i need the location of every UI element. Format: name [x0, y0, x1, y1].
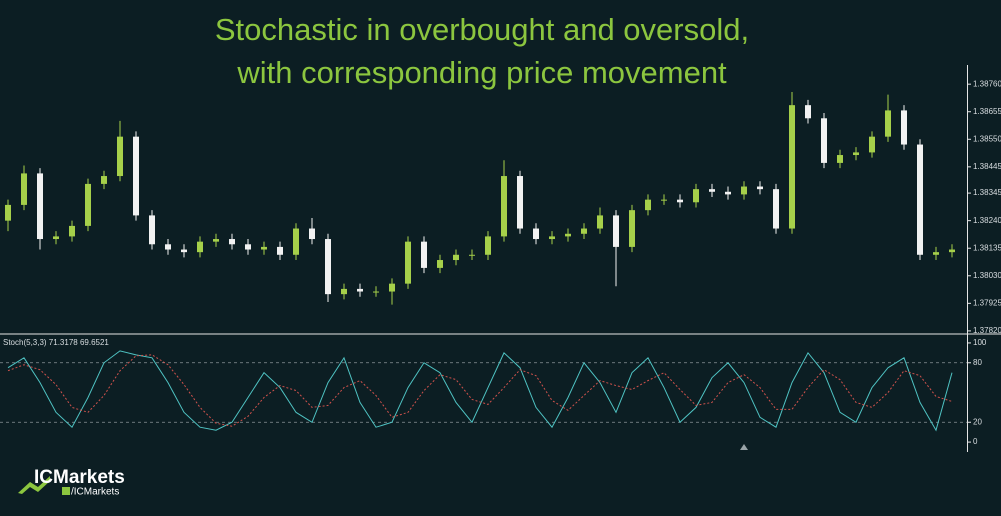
- candle-body: [837, 155, 843, 163]
- logo-icon: [18, 476, 50, 494]
- candle-body: [389, 283, 395, 292]
- candle-body: [949, 249, 955, 253]
- candle-body: [165, 244, 171, 250]
- candle-body: [101, 176, 107, 184]
- candle-body: [453, 254, 459, 261]
- y-tick-label: 80: [973, 358, 982, 367]
- candle-body: [693, 189, 699, 203]
- candle-body: [277, 246, 283, 255]
- y-tick-label: 1.38135: [973, 243, 1001, 252]
- candle-body: [709, 189, 715, 192]
- candle-body: [917, 144, 923, 255]
- y-tick-label: 100: [973, 338, 987, 347]
- candle-body: [581, 228, 587, 234]
- y-tick-label: 20: [973, 417, 982, 426]
- candle-body: [741, 186, 747, 195]
- stoch-line: [7, 354, 953, 427]
- candle-body: [517, 176, 523, 229]
- y-tick-label: 1.38240: [973, 216, 1001, 225]
- candle-body: [213, 239, 219, 242]
- candle-body: [53, 236, 59, 240]
- y-tick-label: 1.38030: [973, 271, 1001, 280]
- candle-body: [325, 239, 331, 295]
- candle-body: [789, 105, 795, 229]
- candle-body: [245, 244, 251, 250]
- candle-body: [133, 136, 139, 216]
- candle-body: [757, 186, 763, 190]
- candle-body: [341, 288, 347, 295]
- candle-body: [373, 291, 379, 293]
- candle-body: [885, 110, 891, 137]
- candle-body: [357, 288, 363, 292]
- candle-body: [437, 260, 443, 268]
- candle-body: [197, 241, 203, 253]
- candle-body: [5, 204, 11, 221]
- candle-body: [37, 173, 43, 240]
- candle-body: [773, 189, 779, 229]
- y-tick-label: 1.37925: [973, 298, 1001, 307]
- candle-body: [21, 173, 27, 205]
- candle-body: [661, 199, 667, 201]
- candle-body: [117, 136, 123, 177]
- candle-body: [597, 215, 603, 229]
- candle-body: [405, 241, 411, 284]
- y-tick-label: 1.38345: [973, 188, 1001, 197]
- chart-title: with corresponding price movement: [236, 55, 727, 90]
- candle-body: [677, 199, 683, 203]
- candle-body: [853, 152, 859, 156]
- candle-body: [261, 246, 267, 250]
- candle-body: [229, 239, 235, 245]
- logo: ICMarkets /ICMarkets: [18, 467, 125, 498]
- candle-body: [901, 110, 907, 145]
- y-tick-label: 0: [973, 437, 978, 446]
- indicator-label: Stoch(5,3,3) 71.3178 69.6521: [3, 338, 109, 347]
- social-icon: [62, 487, 70, 495]
- candle-body: [629, 210, 635, 247]
- candle-body: [645, 199, 651, 211]
- candle-body: [725, 191, 731, 195]
- candle-body: [485, 236, 491, 255]
- candle-body: [181, 249, 187, 253]
- candle-body: [565, 233, 571, 237]
- y-tick-label: 1.37820: [973, 326, 1001, 335]
- candle-body: [501, 176, 507, 237]
- candle-body: [869, 136, 875, 153]
- marker: [740, 444, 748, 450]
- candle-body: [933, 252, 939, 255]
- candle-body: [549, 236, 555, 240]
- y-tick-label: 1.38550: [973, 134, 1001, 143]
- candle-body: [69, 225, 75, 237]
- candle-body: [293, 228, 299, 255]
- y-tick-label: 1.38445: [973, 162, 1001, 171]
- candle-body: [805, 105, 811, 119]
- candle-body: [85, 183, 91, 226]
- candle-body: [149, 215, 155, 245]
- candle-body: [469, 254, 475, 256]
- candle-body: [309, 228, 315, 240]
- candle-body: [421, 241, 427, 268]
- candle-body: [533, 228, 539, 240]
- y-tick-label: 1.38655: [973, 107, 1001, 116]
- y-tick-label: 1.38760: [973, 79, 1001, 88]
- stoch-line: [7, 350, 953, 432]
- candle-body: [613, 215, 619, 247]
- logo-handle: /ICMarkets: [71, 487, 119, 498]
- chart-title: Stochastic in overbought and oversold,: [215, 12, 749, 47]
- candle-body: [821, 118, 827, 163]
- logo-brand: ICMarkets: [34, 467, 125, 488]
